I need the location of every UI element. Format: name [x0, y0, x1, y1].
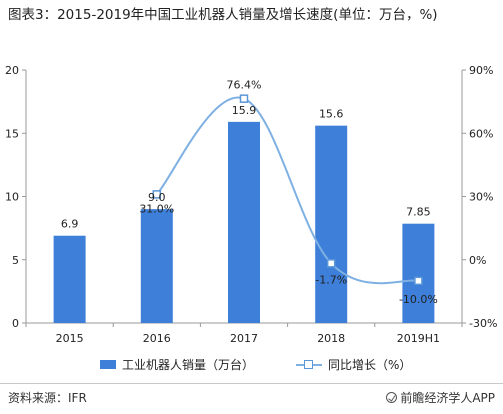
- legend-line-label: 同比增长（%）: [328, 358, 412, 372]
- x-axis-tick-label: 2015: [56, 332, 84, 345]
- growth-value-label: 31.0%: [139, 202, 174, 215]
- bar-value-label: 15.6: [319, 108, 344, 121]
- left-axis-tick-label: 5: [12, 254, 19, 267]
- x-axis-tick-label: 2018: [317, 332, 345, 345]
- legend-item-line: 同比增长（%）: [296, 356, 411, 373]
- bar: [53, 235, 86, 323]
- left-axis-tick-label: 10: [5, 191, 19, 204]
- bar: [315, 125, 348, 323]
- brand-logo-icon: [386, 392, 398, 403]
- growth-line: [156, 96, 419, 285]
- left-axis-tick-label: 15: [5, 127, 19, 140]
- right-axis-tick-label: 30%: [469, 191, 493, 204]
- growth-value-label: 76.4%: [227, 79, 262, 92]
- growth-value-label: -1.7%: [315, 273, 347, 286]
- x-axis-tick-label: 2016: [143, 332, 171, 345]
- left-axis-tick-label: 0: [12, 317, 19, 330]
- bar-series: [53, 121, 435, 324]
- growth-value-label: -10.0%: [399, 293, 438, 306]
- chart-title: 图表3：2015-2019年中国工业机器人销量及增长速度(单位：万台，%): [8, 7, 438, 23]
- legend-line-swatch: [296, 359, 322, 370]
- growth-marker: [414, 276, 423, 286]
- source-note: 资料来源：IFR: [8, 391, 87, 405]
- right-axis-tick-label: -30%: [469, 317, 497, 330]
- legend-bar-swatch: [100, 360, 116, 369]
- growth-marker: [152, 190, 162, 199]
- bar: [140, 209, 173, 323]
- right-axis-tick-label: 90%: [469, 64, 493, 77]
- bar: [402, 223, 435, 323]
- x-axis-tick-label: 2017: [230, 332, 258, 345]
- growth-marker: [326, 259, 336, 268]
- legend-bar-label: 工业机器人销量（万台）: [122, 358, 255, 372]
- growth-marker: [239, 94, 249, 103]
- chart-axes: 0 5 10 15 20 -30% 0% 30% 60% 90% 2015 2016 2017 2018 2…: [5, 64, 497, 345]
- data-labels: 6.9 9.0 15.9 15.6 7.85 31.0% 76.4% -1.7% -10.0%: [61, 79, 438, 306]
- bar-value-label: 15.9: [232, 104, 257, 117]
- bar: [228, 121, 260, 324]
- legend-item-bar: 工业机器人销量（万台）: [100, 356, 254, 373]
- line-series: [152, 94, 423, 286]
- right-axis-tick-label: 60%: [469, 127, 493, 140]
- right-axis-tick-label: 0%: [469, 254, 486, 267]
- bar-value-label: 6.9: [61, 218, 79, 231]
- bar-value-label: 7.85: [406, 206, 431, 219]
- brand-name: 前瞻经济学人APP: [400, 391, 495, 405]
- brand-credit: 前瞻经济学人APP: [386, 389, 495, 406]
- left-axis-tick-label: 20: [5, 64, 19, 77]
- footer-divider: [0, 383, 503, 384]
- x-axis-tick-label: 2019H1: [397, 332, 440, 345]
- legend: 工业机器人销量（万台） 同比增长（%）: [0, 356, 503, 374]
- bar-value-label: 9.0: [148, 191, 166, 204]
